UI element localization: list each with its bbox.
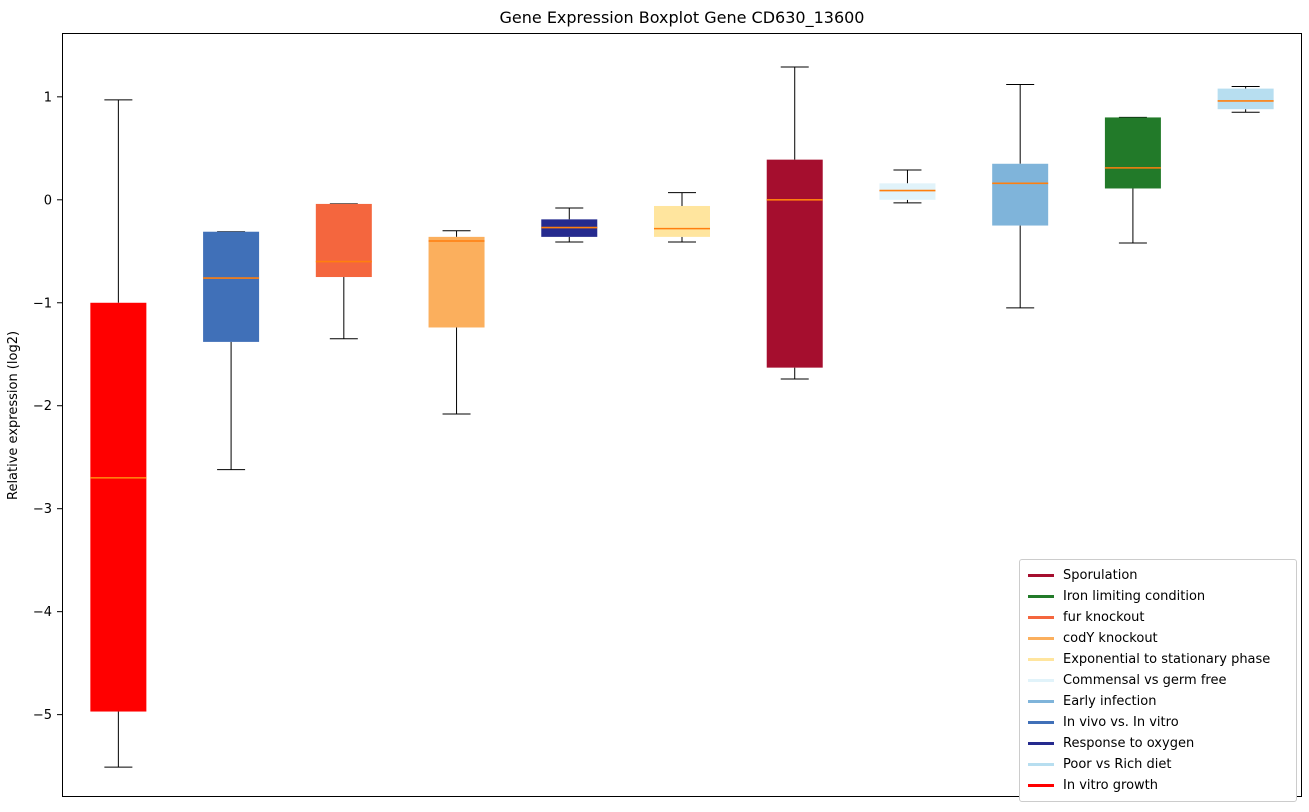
legend-swatch-icon [1028,574,1054,577]
box-cody-knockout [428,236,485,328]
legend-swatch-icon [1028,721,1054,724]
legend-item: Response to oxygen [1028,733,1288,754]
legend-item: Iron limiting condition [1028,586,1288,607]
legend-swatch-icon [1028,637,1054,640]
legend: Sporulation Iron limiting condition fur kn… [1019,559,1297,802]
legend-item: Commensal vs germ free [1028,670,1288,691]
box-in-vivo-vs-in-vitro [203,231,260,342]
legend-item: Exponential to stationary phase [1028,649,1288,670]
legend-label: In vivo vs. In vitro [1063,715,1179,730]
chart-title: Gene Expression Boxplot Gene CD630_13600 [499,8,865,27]
legend-swatch-icon [1028,679,1054,682]
legend-item: Early infection [1028,691,1288,712]
box-in-vitro-growth [90,302,147,712]
legend-swatch-icon [1028,700,1054,703]
box-early-infection [992,163,1049,226]
legend-item: In vitro growth [1028,775,1288,796]
legend-swatch-icon [1028,595,1054,598]
legend-label: Early infection [1063,694,1157,709]
legend-label: Poor vs Rich diet [1063,757,1172,772]
legend-swatch-icon [1028,784,1054,787]
box-exponential-to-stationary-phase [654,205,710,237]
legend-label: Sporulation [1063,568,1138,583]
legend-swatch-icon [1028,742,1054,745]
y-tick-label: 0 [44,193,52,208]
y-tick-label: −2 [33,399,52,414]
legend-swatch-icon [1028,616,1054,619]
y-tick-label: −5 [33,708,52,723]
legend-item: Poor vs Rich diet [1028,754,1288,775]
y-tick-label: −1 [33,296,52,311]
legend-item: In vivo vs. In vitro [1028,712,1288,733]
legend-item: fur knockout [1028,607,1288,628]
legend-label: In vitro growth [1063,778,1158,793]
legend-swatch-icon [1028,763,1054,766]
y-axis-label: Relative expression (log2) [6,330,21,500]
y-tick-label: −4 [33,605,52,620]
box-sporulation [766,159,823,368]
legend-item: codY knockout [1028,628,1288,649]
box-commensal-vs-germ-free [879,183,936,200]
legend-label: Commensal vs germ free [1063,673,1227,688]
legend-label: Iron limiting condition [1063,589,1206,604]
legend-label: Response to oxygen [1063,736,1195,751]
legend-label: Exponential to stationary phase [1063,652,1271,667]
y-tick-label: 1 [44,90,52,105]
legend-label: fur knockout [1063,610,1145,625]
box-fur-knockout [315,203,372,278]
box-iron-limiting-condition [1104,117,1161,189]
axes-frame [62,33,1302,797]
legend-swatch-icon [1028,658,1054,661]
legend-item: Sporulation [1028,565,1288,586]
y-tick-label: −3 [33,502,52,517]
box-poor-vs-rich-diet [1217,88,1274,110]
legend-label: codY knockout [1063,631,1158,646]
plot-svg: 1 0 −1 −2 −3 −4 −5 [33,33,1302,797]
